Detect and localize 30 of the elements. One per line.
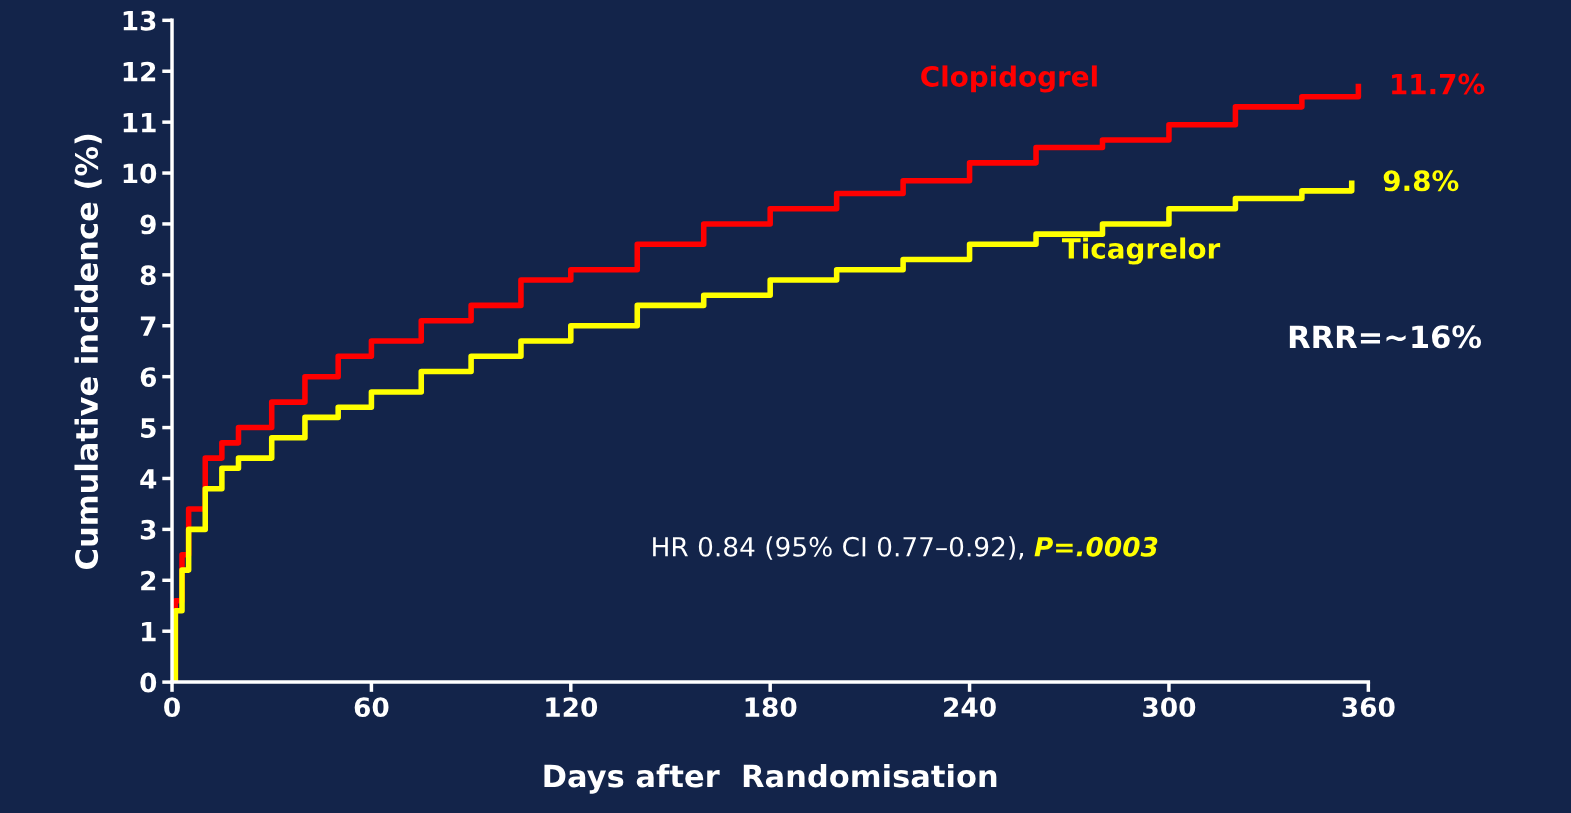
x-tick-label: 180 bbox=[745, 697, 797, 718]
y-tick-label: 4 bbox=[140, 469, 157, 489]
x-tick-label: 240 bbox=[944, 697, 996, 718]
y-tick-label: 11 bbox=[123, 112, 156, 133]
y-tick-label: 12 bbox=[123, 61, 156, 82]
series-label: Clopidogrel bbox=[921, 65, 1097, 93]
annotation: HR 0.84 (95% CI 0.77–0.92), bbox=[653, 536, 1024, 560]
x-tick-label: 120 bbox=[546, 697, 598, 718]
y-tick-label: 1 bbox=[142, 621, 156, 642]
x-tick-label: 0 bbox=[164, 697, 180, 718]
y-tick-label: 8 bbox=[140, 265, 156, 286]
y-tick-label: 9 bbox=[140, 214, 156, 235]
y-tick-label: 0 bbox=[140, 672, 157, 693]
y-tick-label: 10 bbox=[123, 163, 157, 184]
x-tick-label: 360 bbox=[1342, 697, 1395, 718]
y-tick-label: 5 bbox=[141, 418, 156, 438]
y-axis-title: Cumulative incidence (%) bbox=[74, 134, 102, 569]
y-tick-label: 2 bbox=[141, 570, 156, 591]
x-axis-title: Days after Randomisation bbox=[544, 763, 997, 794]
y-tick-label: 6 bbox=[140, 367, 157, 388]
x-tick-label: 60 bbox=[354, 697, 389, 718]
y-tick-label: 3 bbox=[140, 519, 156, 540]
y-tick-label: 7 bbox=[140, 316, 156, 336]
x-tick-label: 300 bbox=[1143, 697, 1196, 718]
annotation: 9.8% bbox=[1383, 170, 1459, 192]
series-label: Ticagrelor bbox=[1061, 237, 1221, 265]
y-tick-label: 13 bbox=[123, 10, 156, 31]
annotation: RRR=~16% bbox=[1289, 325, 1482, 349]
annotation: P=.0003 bbox=[1034, 536, 1158, 557]
annotation: 11.7% bbox=[1392, 73, 1485, 95]
